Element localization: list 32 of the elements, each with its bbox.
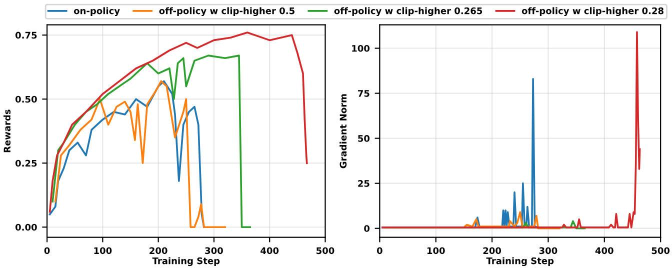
y-tick-label: 75 [358, 90, 370, 97]
line-series [52, 54, 252, 228]
x-tick-label: 500 [316, 247, 334, 254]
x-tick-label: 0 [376, 247, 382, 254]
x-tick-label: 300 [539, 247, 558, 254]
line-series [382, 31, 641, 228]
line-series [48, 32, 308, 213]
y-tick-label: 0 [364, 225, 370, 232]
x-tick-label: 200 [483, 247, 502, 254]
x-tick-label: 100 [427, 247, 445, 254]
x-tick-label: 0 [44, 247, 50, 254]
legend-label: off-policy w clip-higher 0.28 [522, 7, 664, 16]
legend-label: on-policy [74, 7, 120, 16]
y-tick-label: 0.50 [15, 96, 37, 103]
x-tick-label: 200 [150, 247, 168, 254]
x-tick-label: 100 [94, 247, 112, 254]
x-axis-title: Training Step [486, 257, 554, 266]
y-tick-label: 100 [352, 44, 370, 52]
x-tick-label: 300 [205, 247, 223, 254]
y-tick-label: 0.00 [15, 224, 37, 231]
y-tick-label: 0.75 [15, 32, 37, 39]
y-tick-label: 0.25 [15, 160, 37, 167]
x-axis-title: Training Step [152, 257, 220, 266]
y-tick-label: 25 [358, 180, 370, 187]
legend-label: off-policy w clip-higher 0.5 [159, 7, 294, 16]
x-tick-label: 400 [260, 247, 279, 254]
x-tick-label: 500 [652, 247, 670, 254]
x-tick-label: 400 [595, 247, 614, 254]
y-axis-title: Rewards [4, 110, 11, 152]
legend-label: off-policy w clip-higher 0.265 [334, 7, 482, 16]
y-tick-label: 50 [358, 135, 370, 142]
y-axis-title: Gradient Norm [340, 94, 347, 168]
